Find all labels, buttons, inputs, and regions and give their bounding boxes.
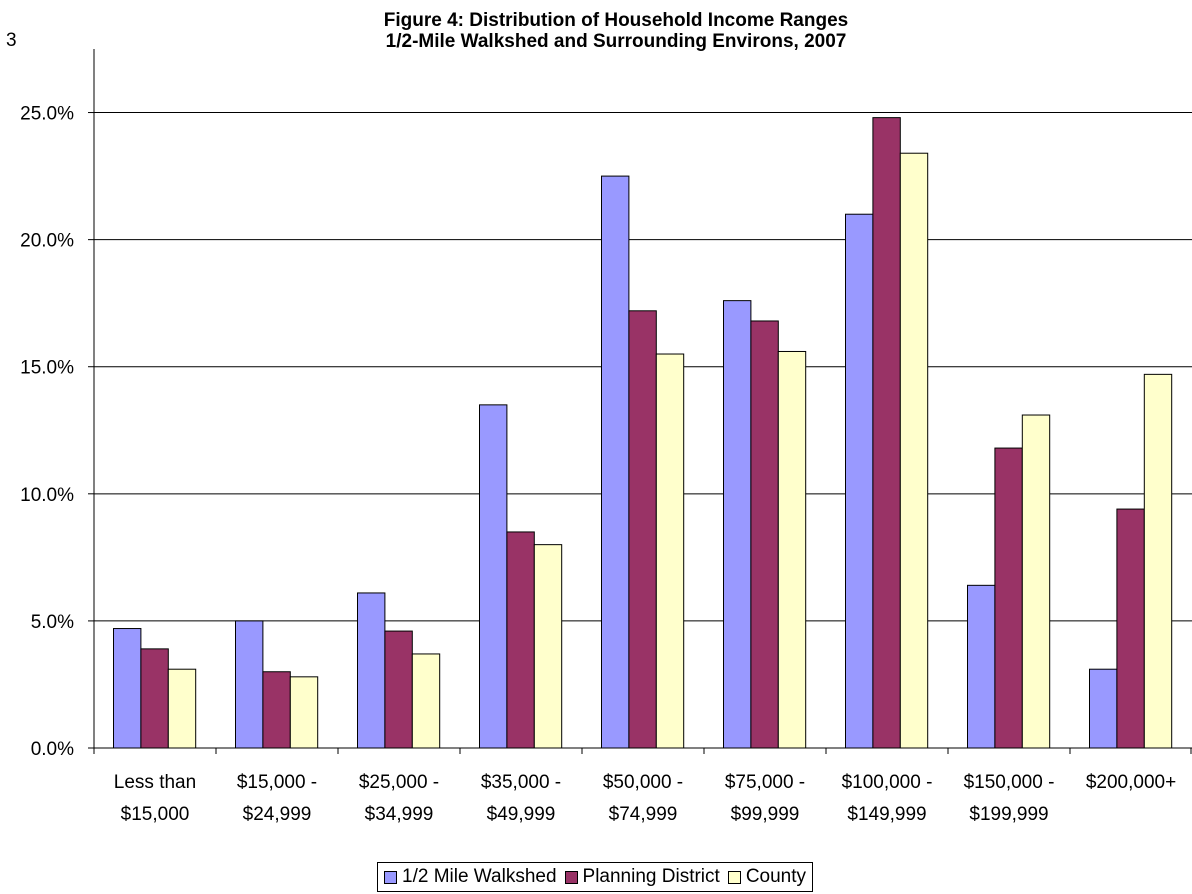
y-tick-label: 15.0% [20, 358, 74, 379]
x-category-label: $199,999 [969, 804, 1048, 825]
y-tick-label: 0.0% [31, 739, 74, 760]
y-tick-label: 10.0% [20, 485, 74, 506]
legend-swatch [727, 870, 741, 884]
bars [113, 117, 1173, 749]
legend-swatch [564, 870, 578, 884]
bar-county-8 [1143, 373, 1173, 749]
bar-county-7 [1021, 414, 1051, 749]
y-tick-label: 25.0% [20, 104, 74, 125]
bar-county-1 [289, 676, 319, 749]
x-category-label: $100,000 - [842, 772, 933, 793]
legend: 1/2 Mile Walkshed Planning District County [377, 862, 814, 892]
bar-1-2-mile-walkshed-0 [113, 628, 142, 749]
bar-planning-district-4 [628, 310, 657, 749]
bar-1-2-mile-walkshed-4 [601, 175, 630, 749]
chart-title: Figure 4: Distribution of Household Inco… [383, 10, 849, 31]
chart-subtitle: 1/2-Mile Walkshed and Surrounding Enviro… [385, 31, 847, 52]
bar-planning-district-2 [384, 630, 413, 749]
x-category-label: $49,999 [487, 804, 556, 825]
x-category-label: $75,000 - [725, 772, 805, 793]
x-category-label: $24,999 [243, 804, 312, 825]
x-category-label: $150,000 - [964, 772, 1055, 793]
bar-planning-district-1 [262, 671, 291, 749]
bar-county-3 [533, 544, 563, 749]
bar-chart: 0.0% 5.0% 10.0% 15.0% 20.0% 25.0% Less than $1… [20, 49, 1192, 825]
bar-planning-district-3 [506, 531, 535, 749]
axes [88, 49, 1192, 754]
bar-county-5 [777, 350, 807, 749]
x-category-label: $50,000 - [603, 772, 683, 793]
bar-planning-district-7 [994, 447, 1023, 749]
x-category-label: $74,999 [609, 804, 678, 825]
bar-planning-district-5 [750, 320, 779, 749]
bar-1-2-mile-walkshed-8 [1089, 668, 1118, 749]
legend-swatch [384, 870, 397, 884]
bar-1-2-mile-walkshed-1 [235, 620, 264, 749]
x-category-label: $25,000 - [359, 772, 439, 793]
page-number: 3 [6, 30, 17, 51]
y-tick-label: 5.0% [31, 612, 74, 633]
bar-1-2-mile-walkshed-7 [967, 584, 996, 749]
bar-planning-district-0 [140, 648, 169, 749]
legend-item: County [727, 866, 807, 888]
bar-1-2-mile-walkshed-3 [479, 404, 508, 749]
x-category-label: $149,999 [847, 804, 926, 825]
bar-1-2-mile-walkshed-5 [723, 300, 752, 749]
bar-1-2-mile-walkshed-6 [845, 213, 874, 749]
legend-label: Planning District [582, 866, 720, 887]
x-category-label: $35,000 - [481, 772, 561, 793]
legend-label: County [745, 866, 807, 887]
legend-item: Planning District [564, 866, 720, 888]
bar-county-4 [655, 353, 685, 749]
chart-title-block: Figure 4: Distribution of Household Inco… [0, 10, 1192, 52]
bar-planning-district-8 [1116, 508, 1145, 749]
bar-planning-district-6 [872, 117, 901, 749]
x-category-label: $34,999 [365, 804, 434, 825]
legend-label: 1/2 Mile Walkshed [402, 866, 557, 887]
legend-item: 1/2 Mile Walkshed [384, 866, 557, 888]
x-category-label: Less than [114, 772, 196, 793]
x-category-label: $200,000+ [1086, 772, 1176, 793]
x-category-label: $99,999 [731, 804, 800, 825]
y-tick-label: 20.0% [20, 231, 74, 252]
bar-county-2 [411, 653, 441, 749]
bar-1-2-mile-walkshed-2 [357, 592, 386, 749]
x-category-label: $15,000 [121, 804, 190, 825]
x-category-label: $15,000 - [237, 772, 317, 793]
y-tick-labels: 0.0% 5.0% 10.0% 15.0% 20.0% 25.0% [20, 104, 74, 760]
bar-county-0 [167, 668, 197, 749]
x-category-labels: Less than $15,000 $15,000 - $24,999 $25,000 … [114, 772, 1176, 825]
bar-county-6 [899, 152, 929, 749]
